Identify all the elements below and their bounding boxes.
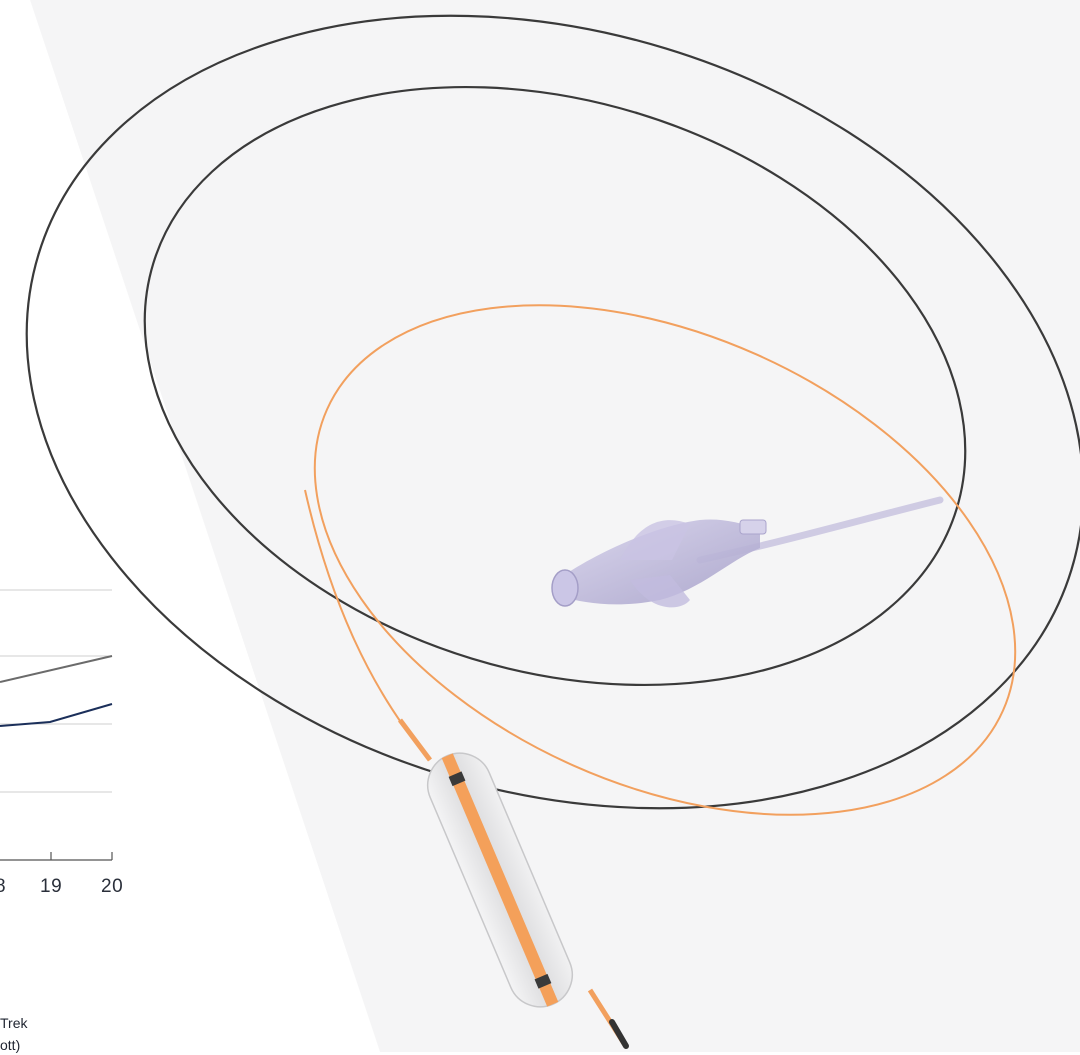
guidewire-outer-loop bbox=[0, 0, 1080, 933]
guidewire-inner-loop bbox=[70, 0, 1040, 781]
catheter-hub bbox=[552, 519, 766, 607]
catheter-distal-shaft bbox=[305, 490, 430, 760]
catheter-balloon bbox=[418, 743, 582, 1017]
